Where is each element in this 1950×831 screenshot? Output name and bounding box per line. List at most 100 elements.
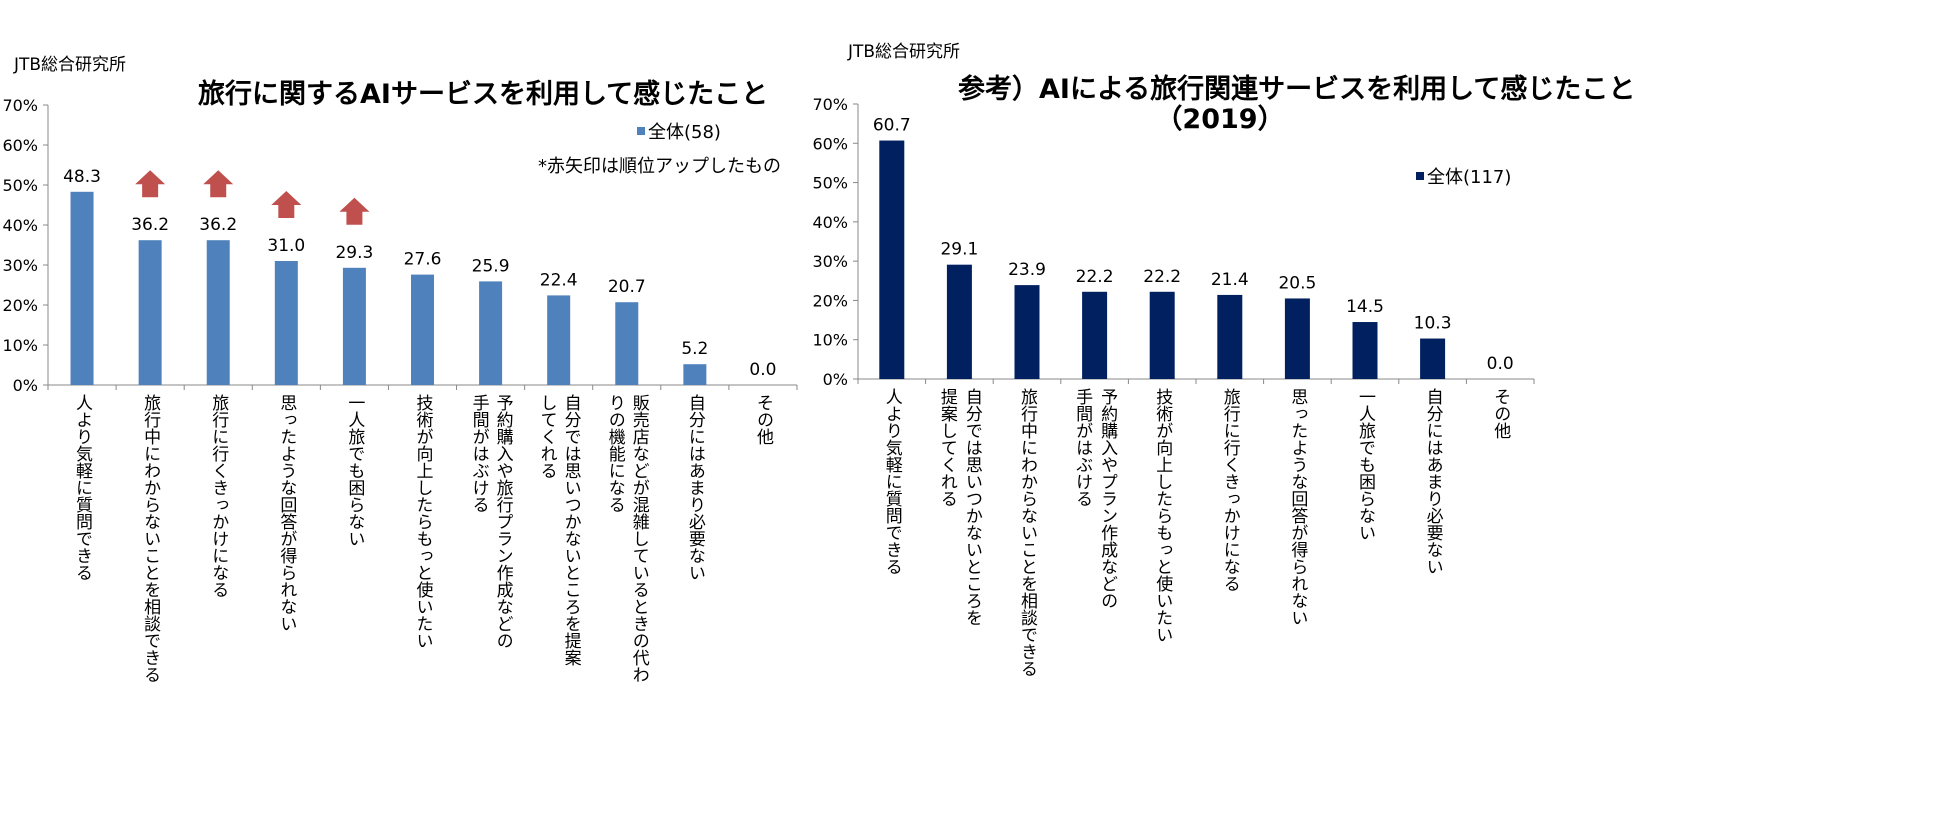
chart2-value-label: 0.0 — [1487, 354, 1514, 374]
chart2-legend: 全体(117) — [1416, 163, 1511, 189]
chart2-source: JTB総合研究所 — [848, 42, 961, 62]
chart1-y-tick-label: 50% — [2, 176, 38, 195]
chart1-bar — [411, 274, 434, 385]
chart1-category-label: 旅行中にわからないことを相談できる — [140, 394, 161, 683]
rank-up-arrow-icon — [271, 191, 302, 218]
chart2-category-label: 手間がはぶける — [1072, 388, 1093, 507]
chart2-value-label: 14.5 — [1346, 297, 1384, 317]
chart2-value-label: 21.4 — [1211, 270, 1249, 290]
chart1-y-tick-label: 60% — [2, 136, 38, 155]
chart1-y-tick-label: 0% — [13, 376, 38, 395]
chart1-value-label: 22.4 — [540, 270, 578, 290]
chart1-legend-label: 全体(58) — [648, 122, 721, 143]
chart2-category-label: 自分では思いつかないところを — [962, 388, 983, 626]
chart1-bar — [342, 267, 366, 385]
rank-up-arrow-icon — [339, 197, 370, 225]
chart2-bar — [1082, 291, 1108, 379]
chart1-value-label: 0.0 — [749, 360, 776, 380]
chart1-bar — [547, 295, 571, 385]
chart2-legend-label: 全体(117) — [1427, 167, 1512, 188]
chart2-legend-swatch — [1416, 172, 1424, 180]
chart2-bar — [1014, 285, 1040, 379]
chart1-bar — [479, 281, 503, 385]
chart1-bar — [206, 240, 230, 385]
chart1-category-label: してくれる — [537, 394, 557, 479]
chart1-value-label: 36.2 — [199, 215, 237, 235]
chart2-bar — [1284, 298, 1310, 379]
chart1-category-label: 一人旅でも困らない — [344, 394, 365, 547]
chart2-category-label: 旅行中にわからないことを相談できる — [1017, 388, 1038, 677]
chart1-category-label: 技術が向上したらもっと使いたい — [413, 394, 434, 649]
chart1-legend: 全体(58) — [637, 118, 721, 144]
chart1-category-label: 思ったような回答が得られない — [276, 394, 297, 632]
chart2-y-tick-label: 20% — [812, 291, 848, 310]
chart2-value-label: 60.7 — [873, 116, 911, 136]
chart2-category-label: その他 — [1490, 388, 1511, 439]
chart1-category-label: 手間がはぶける — [469, 394, 490, 513]
chart1-y-tick-label: 10% — [2, 336, 38, 355]
chart2-category-label: 旅行に行くきっかけになる — [1220, 388, 1241, 592]
chart2-bar — [1217, 294, 1243, 379]
chart2-value-label: 29.1 — [940, 240, 978, 260]
chart2-category-label: 思ったような回答が得られない — [1287, 388, 1308, 626]
chart1-category-label: 旅行に行くきっかけになる — [208, 394, 229, 598]
chart2-value-label: 22.2 — [1076, 267, 1114, 287]
chart1-category-label: 自分にはあまり必要ない — [685, 394, 706, 581]
chart2-value-label: 10.3 — [1414, 314, 1452, 334]
chart2: 0% 10% 20% 30% 40% 50% 60% 70% 60.7 人より気軽に質問できる 29… — [812, 95, 1535, 677]
chart1-value-label: 27.6 — [404, 250, 442, 270]
chart1-category-label: 予約購入や旅行プラン作成などの — [493, 394, 514, 649]
chart1-bar — [138, 240, 162, 385]
chart1-value-label: 31.0 — [267, 236, 305, 256]
chart1-note: *赤矢印は順位アップしたもの — [538, 156, 781, 177]
chart2-value-label: 22.2 — [1143, 267, 1181, 287]
chart1-category-label: りの機能になる — [605, 394, 626, 513]
chart2-y-tick-label: 60% — [812, 134, 848, 153]
chart1-title: 旅行に関するAIサービスを利用して感じたこと — [198, 79, 769, 110]
chart2-bar — [1352, 322, 1378, 379]
chart1-source: JTB総合研究所 — [14, 55, 127, 75]
chart1: 0% 10% 20% 30% 40% 50% 60% 70% 48.3 人より気軽に質問できる 36… — [2, 96, 798, 683]
chart2-title-year: （2019） — [1155, 104, 1285, 135]
chart2-y-tick-label: 40% — [812, 213, 848, 232]
chart1-y-tick-label: 30% — [2, 256, 38, 275]
chart2-bar — [1149, 291, 1175, 379]
chart2-category-label: 人より気軽に質問できる — [882, 388, 903, 575]
chart2-y-tick-label: 0% — [823, 370, 848, 389]
chart1-value-label: 25.9 — [472, 256, 510, 276]
chart2-y-tick-label: 50% — [812, 174, 848, 193]
chart1-bar — [274, 261, 298, 385]
chart1-y-tick-label: 70% — [2, 96, 38, 115]
chart1-bar — [615, 302, 639, 385]
chart1-category-label: 販売店などが混雑しているときの代わ — [629, 394, 650, 683]
chart1-legend-swatch — [637, 127, 645, 135]
chart2-y-tick-label: 70% — [812, 95, 848, 114]
chart2-value-label: 20.5 — [1278, 273, 1316, 293]
chart2-y-tick-label: 10% — [812, 331, 848, 350]
chart1-category-label: その他 — [753, 394, 774, 445]
chart1-bar — [683, 364, 707, 385]
chart2-value-label: 23.9 — [1008, 260, 1046, 280]
chart2-category-label: 自分にはあまり必要ない — [1423, 388, 1444, 575]
chart1-value-label: 29.3 — [335, 243, 373, 263]
chart2-category-label: 一人旅でも困らない — [1355, 388, 1376, 541]
rank-up-arrow-icon — [135, 170, 166, 198]
chart1-category-label: 人より気軽に質問できる — [72, 394, 93, 581]
chart2-bar — [879, 140, 905, 379]
chart1-value-label: 20.7 — [608, 277, 646, 297]
chart2-category-label: 予約購入やプラン作成などの — [1097, 388, 1118, 609]
rank-up-arrow-icon — [203, 170, 234, 198]
chart1-y-tick-label: 40% — [2, 216, 38, 235]
chart2-bar — [946, 264, 972, 379]
chart2-category-label: 提案してくれる — [937, 388, 958, 507]
chart1-bar — [70, 191, 94, 385]
chart1-value-label: 5.2 — [681, 339, 708, 359]
chart2-y-tick-label: 30% — [812, 252, 848, 271]
chart1-value-label: 36.2 — [131, 215, 169, 235]
chart2-category-label: 技術が向上したらもっと使いたい — [1152, 388, 1173, 643]
chart1-y-tick-label: 20% — [2, 296, 38, 315]
chart2-bar — [1420, 338, 1446, 379]
chart1-value-label: 48.3 — [63, 167, 101, 187]
chart1-category-label: 自分では思いつかないところを提案 — [561, 394, 582, 666]
